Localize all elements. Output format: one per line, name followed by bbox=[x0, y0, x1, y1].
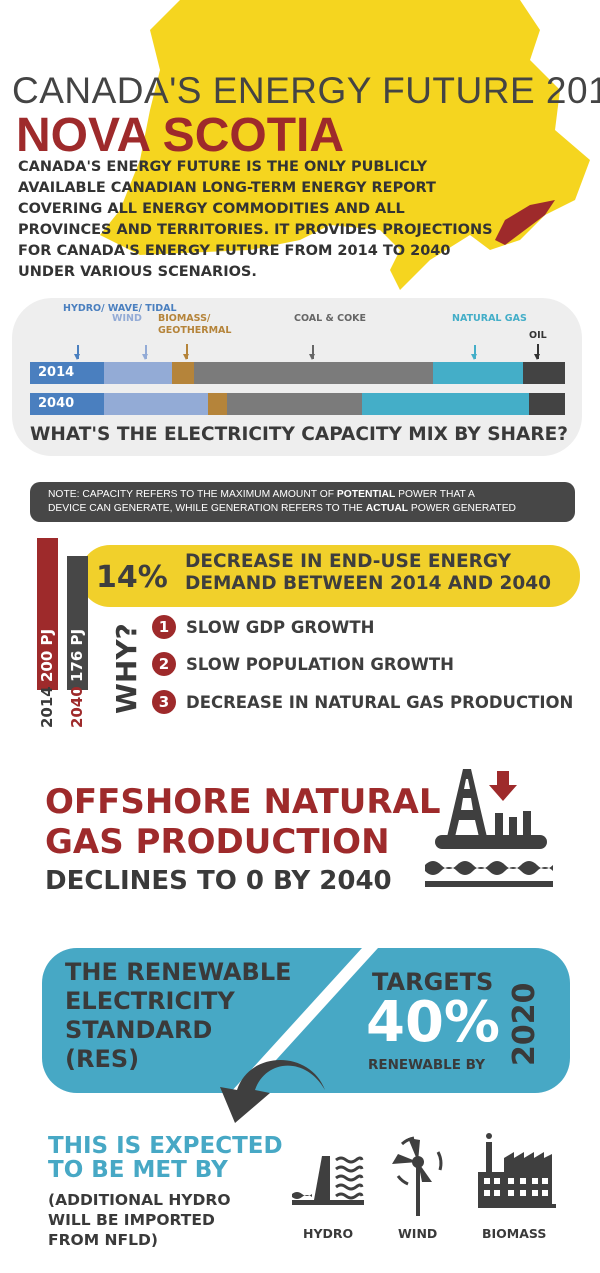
biomass-label: BIOMASS bbox=[482, 1226, 547, 1241]
decrease-text: DECREASE IN END-USE ENERGY DEMAND BETWEE… bbox=[185, 551, 551, 595]
reason-text: SLOW GDP GROWTH bbox=[186, 617, 375, 637]
offshore-line-2: GAS PRODUCTION bbox=[45, 822, 390, 862]
hydro-dam-icon bbox=[292, 1156, 364, 1205]
res-title: THE RENEWABLE ELECTRICITY STANDARD (RES) bbox=[65, 958, 292, 1074]
decrease-line-1: DECREASE IN END-USE ENERGY bbox=[185, 551, 512, 572]
intro-text: CANADA'S ENERGY FUTURE IS THE ONLY PUBLI… bbox=[18, 159, 493, 280]
natural-gas-arrow-icon bbox=[471, 345, 477, 360]
province-title: NOVA SCOTIA bbox=[16, 109, 345, 162]
bar-year-label: 2040 bbox=[38, 396, 75, 411]
reason-item: 1 SLOW GDP GROWTH bbox=[152, 615, 374, 639]
factory-icon bbox=[478, 1133, 556, 1208]
bar-2014: 2014 bbox=[30, 362, 565, 384]
page-title: CANADA'S ENERGY FUTURE 2016 bbox=[12, 70, 600, 111]
note-text: POWER THAT A bbox=[395, 489, 475, 500]
decrease-percent: 14% bbox=[96, 560, 168, 595]
coal-arrow-icon bbox=[309, 345, 315, 360]
bar-segment-wind bbox=[103, 362, 173, 384]
res-title-line: ELECTRICITY bbox=[65, 987, 235, 1015]
reason-text: SLOW POPULATION GROWTH bbox=[186, 654, 454, 674]
demand-value-2014: 200 PJ bbox=[38, 628, 56, 682]
offshore-line-3: DECLINES TO 0 BY 2040 bbox=[45, 866, 392, 896]
offshore-rig-icon bbox=[425, 769, 553, 887]
bar-segment-oil bbox=[523, 362, 565, 384]
decrease-banner bbox=[80, 545, 580, 607]
number-badge: 2 bbox=[152, 652, 176, 676]
note-text: POWER GENERATED bbox=[408, 503, 516, 514]
capacity-note: NOTE: CAPACITY REFERS TO THE MAXIMUM AMO… bbox=[30, 482, 575, 522]
note-text: NOTE: CAPACITY REFERS TO THE MAXIMUM AMO… bbox=[48, 489, 337, 500]
nova-scotia-shape bbox=[495, 200, 555, 245]
res-title-line: THE RENEWABLE bbox=[65, 958, 292, 986]
canada-map-shape bbox=[100, 0, 590, 290]
legend-biomass: BIOMASS/ GEOTHERMAL bbox=[158, 313, 232, 336]
note-bold: ACTUAL bbox=[365, 503, 409, 514]
diagonal-divider bbox=[230, 948, 378, 1093]
decrease-line-2: DEMAND BETWEEN 2014 AND 2040 bbox=[185, 573, 551, 594]
bar-segment-natural-gas bbox=[433, 362, 524, 384]
bar-year-label: 2014 bbox=[38, 365, 75, 380]
bar-segment-oil bbox=[528, 393, 565, 415]
capacity-mix-title: WHAT'S THE ELECTRICITY CAPACITY MIX BY S… bbox=[30, 424, 568, 445]
legend-oil: OIL bbox=[529, 330, 547, 341]
bar-segment-coal-coke bbox=[227, 393, 362, 415]
met-line-1: THIS IS EXPECTED bbox=[48, 1133, 283, 1159]
legend-hydro: HYDRO/ WAVE/ TIDAL bbox=[63, 303, 177, 314]
demand-value-2040: 176 PJ bbox=[68, 628, 86, 682]
bar-segment-biomass-geothermal bbox=[208, 393, 228, 415]
met-note-line: WILL BE IMPORTED bbox=[48, 1211, 215, 1229]
met-line-2: TO BE MET BY bbox=[48, 1157, 228, 1183]
bar-segment-wind bbox=[103, 393, 209, 415]
why-label: WHY? bbox=[110, 623, 143, 714]
targets-label: TARGETS bbox=[372, 968, 494, 996]
target-percent: 40% bbox=[366, 990, 501, 1055]
demand-bar-2014 bbox=[37, 538, 58, 690]
bar-segment-biomass-geothermal bbox=[172, 362, 194, 384]
bar-segment-hydro-wave-tidal bbox=[30, 393, 104, 415]
res-title-line: (RES) bbox=[65, 1045, 140, 1073]
note-text: DEVICE CAN GENERATE, WHILE GENERATION RE… bbox=[48, 503, 366, 514]
biomass-arrow-icon bbox=[183, 344, 189, 360]
wind-turbine-icon bbox=[392, 1136, 443, 1216]
met-by-note: (ADDITIONAL HYDRO WILL BE IMPORTED FROM … bbox=[48, 1190, 231, 1250]
demand-bar-2040 bbox=[67, 556, 88, 690]
reason-item: 3 DECREASE IN NATURAL GAS PRODUCTION bbox=[152, 690, 573, 714]
renewable-by-label: RENEWABLE BY bbox=[368, 1057, 486, 1073]
bar-segment-natural-gas bbox=[361, 393, 529, 415]
legend-wind: WIND bbox=[112, 313, 142, 324]
number-badge: 1 bbox=[152, 615, 176, 639]
res-title-line: STANDARD bbox=[65, 1016, 213, 1044]
hydro-arrow-icon bbox=[74, 345, 80, 360]
oil-arrow-icon bbox=[534, 344, 540, 360]
offshore-line-1: OFFSHORE NATURAL bbox=[45, 782, 441, 822]
legend-natural-gas: NATURAL GAS bbox=[452, 313, 527, 324]
met-by-heading: THIS IS EXPECTED TO BE MET BY bbox=[48, 1134, 283, 1182]
bar-segment-hydro-wave-tidal bbox=[30, 362, 104, 384]
legend-coal: COAL & COKE bbox=[294, 313, 366, 324]
hydro-label: HYDRO bbox=[303, 1226, 354, 1241]
target-year: 2020 bbox=[507, 982, 542, 1067]
wind-label: WIND bbox=[398, 1226, 438, 1241]
met-note-line: FROM NFLD) bbox=[48, 1231, 158, 1249]
demand-year-2014: 2014 bbox=[38, 686, 56, 728]
curved-arrow-icon bbox=[220, 1060, 325, 1123]
demand-year-2040: 2040 bbox=[68, 686, 86, 728]
met-note-line: (ADDITIONAL HYDRO bbox=[48, 1191, 231, 1209]
bar-segment-coal-coke bbox=[193, 362, 434, 384]
canada-map bbox=[100, 0, 590, 290]
number-badge: 3 bbox=[152, 690, 176, 714]
wind-arrow-icon bbox=[142, 345, 148, 360]
reason-text: DECREASE IN NATURAL GAS PRODUCTION bbox=[186, 692, 574, 712]
note-bold: POTENTIAL bbox=[336, 489, 396, 500]
bar-2040: 2040 bbox=[30, 393, 565, 415]
reason-item: 2 SLOW POPULATION GROWTH bbox=[152, 652, 454, 676]
